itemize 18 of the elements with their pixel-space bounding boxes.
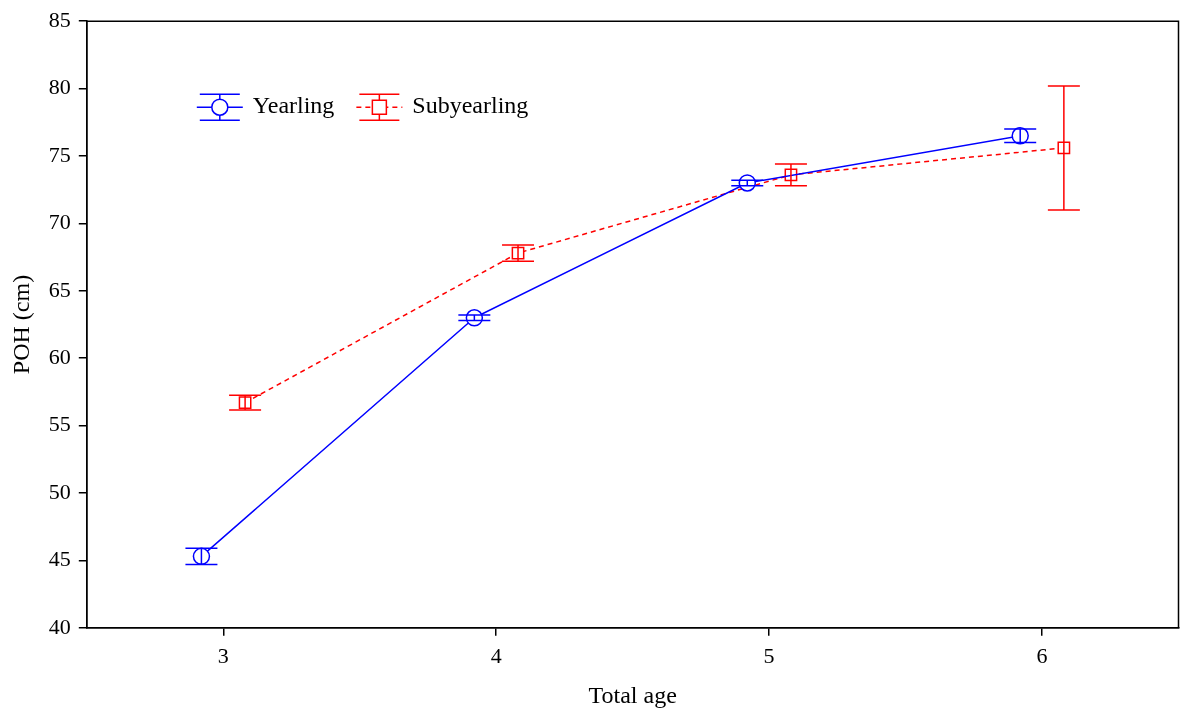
legend-label: Yearling (252, 92, 335, 119)
y-tick-label: 85 (48, 6, 71, 32)
x-tick-label: 4 (490, 642, 502, 668)
y-tick-label: 55 (48, 411, 71, 437)
y-tick-label: 40 (48, 613, 71, 639)
y-tick-label: 45 (48, 546, 71, 572)
y-tick-label: 50 (48, 478, 71, 504)
x-tick-label: 6 (1036, 642, 1048, 668)
x-axis-title: Total age (588, 681, 677, 708)
legend-label: Subyearling (412, 92, 529, 119)
y-tick-label: 60 (48, 343, 71, 369)
x-tick-label: 5 (763, 642, 775, 668)
y-tick-label: 70 (48, 209, 71, 235)
y-tick-label: 65 (48, 276, 71, 302)
x-tick-label: 3 (217, 642, 229, 668)
y-tick-label: 80 (48, 74, 71, 100)
y-tick-label: 75 (48, 141, 71, 167)
y-axis-title: POH (cm) (7, 274, 34, 375)
